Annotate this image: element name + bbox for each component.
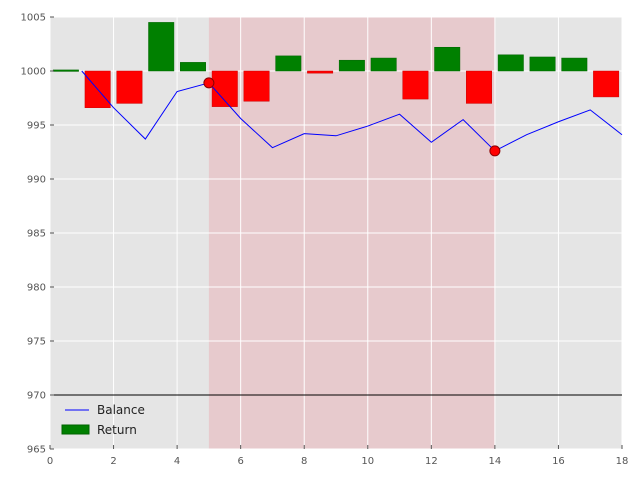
legend-label-return: Return (97, 423, 137, 437)
balance-line (81, 70, 623, 152)
marker-layer (203, 77, 501, 157)
legend-label-balance: Balance (97, 403, 145, 417)
marker-point (489, 145, 501, 157)
y-tick-label: 970 (27, 391, 46, 402)
y-tick-label: 1000 (21, 67, 46, 78)
bar (52, 69, 79, 72)
bar-layer (52, 22, 620, 108)
bar (116, 70, 143, 104)
bar (180, 62, 206, 72)
bar (243, 70, 270, 102)
bar (275, 55, 302, 72)
x-tick-label: 6 (237, 456, 243, 467)
bar (593, 70, 620, 98)
bar (434, 46, 461, 72)
bar (370, 57, 397, 72)
bar (307, 70, 334, 74)
y-tick-label: 990 (27, 175, 46, 186)
x-tick-label: 8 (301, 456, 307, 467)
x-tick-label: 0 (47, 456, 53, 467)
y-tick-label: 975 (27, 337, 46, 348)
bar (402, 70, 429, 100)
x-tick-label: 14 (489, 456, 502, 467)
bar (338, 59, 365, 72)
x-tick-label: 18 (616, 456, 629, 467)
x-tick-label: 16 (552, 456, 565, 467)
legend-swatch-return (61, 424, 90, 435)
legend: Balance Return (61, 403, 145, 437)
bar (497, 54, 524, 72)
line-layer (81, 70, 623, 152)
bar (529, 56, 556, 72)
x-tick-label: 12 (425, 456, 438, 467)
bar (466, 70, 492, 104)
y-tick-label: 985 (27, 229, 46, 240)
y-tick-label: 965 (27, 445, 46, 456)
x-tick-label: 10 (361, 456, 374, 467)
x-tick-label: 4 (174, 456, 180, 467)
bar (561, 57, 588, 72)
bar (148, 22, 175, 72)
x-axis-ticks: 0 2 4 6 8 10 12 14 16 18 (47, 445, 629, 467)
x-tick-label: 2 (110, 456, 116, 467)
y-tick-label: 995 (27, 121, 46, 132)
y-axis-ticks: 965 970 975 980 985 990 995 1000 1005 (21, 13, 54, 456)
y-tick-label: 1005 (21, 13, 46, 24)
marker-point (203, 77, 215, 89)
y-tick-label: 980 (27, 283, 46, 294)
